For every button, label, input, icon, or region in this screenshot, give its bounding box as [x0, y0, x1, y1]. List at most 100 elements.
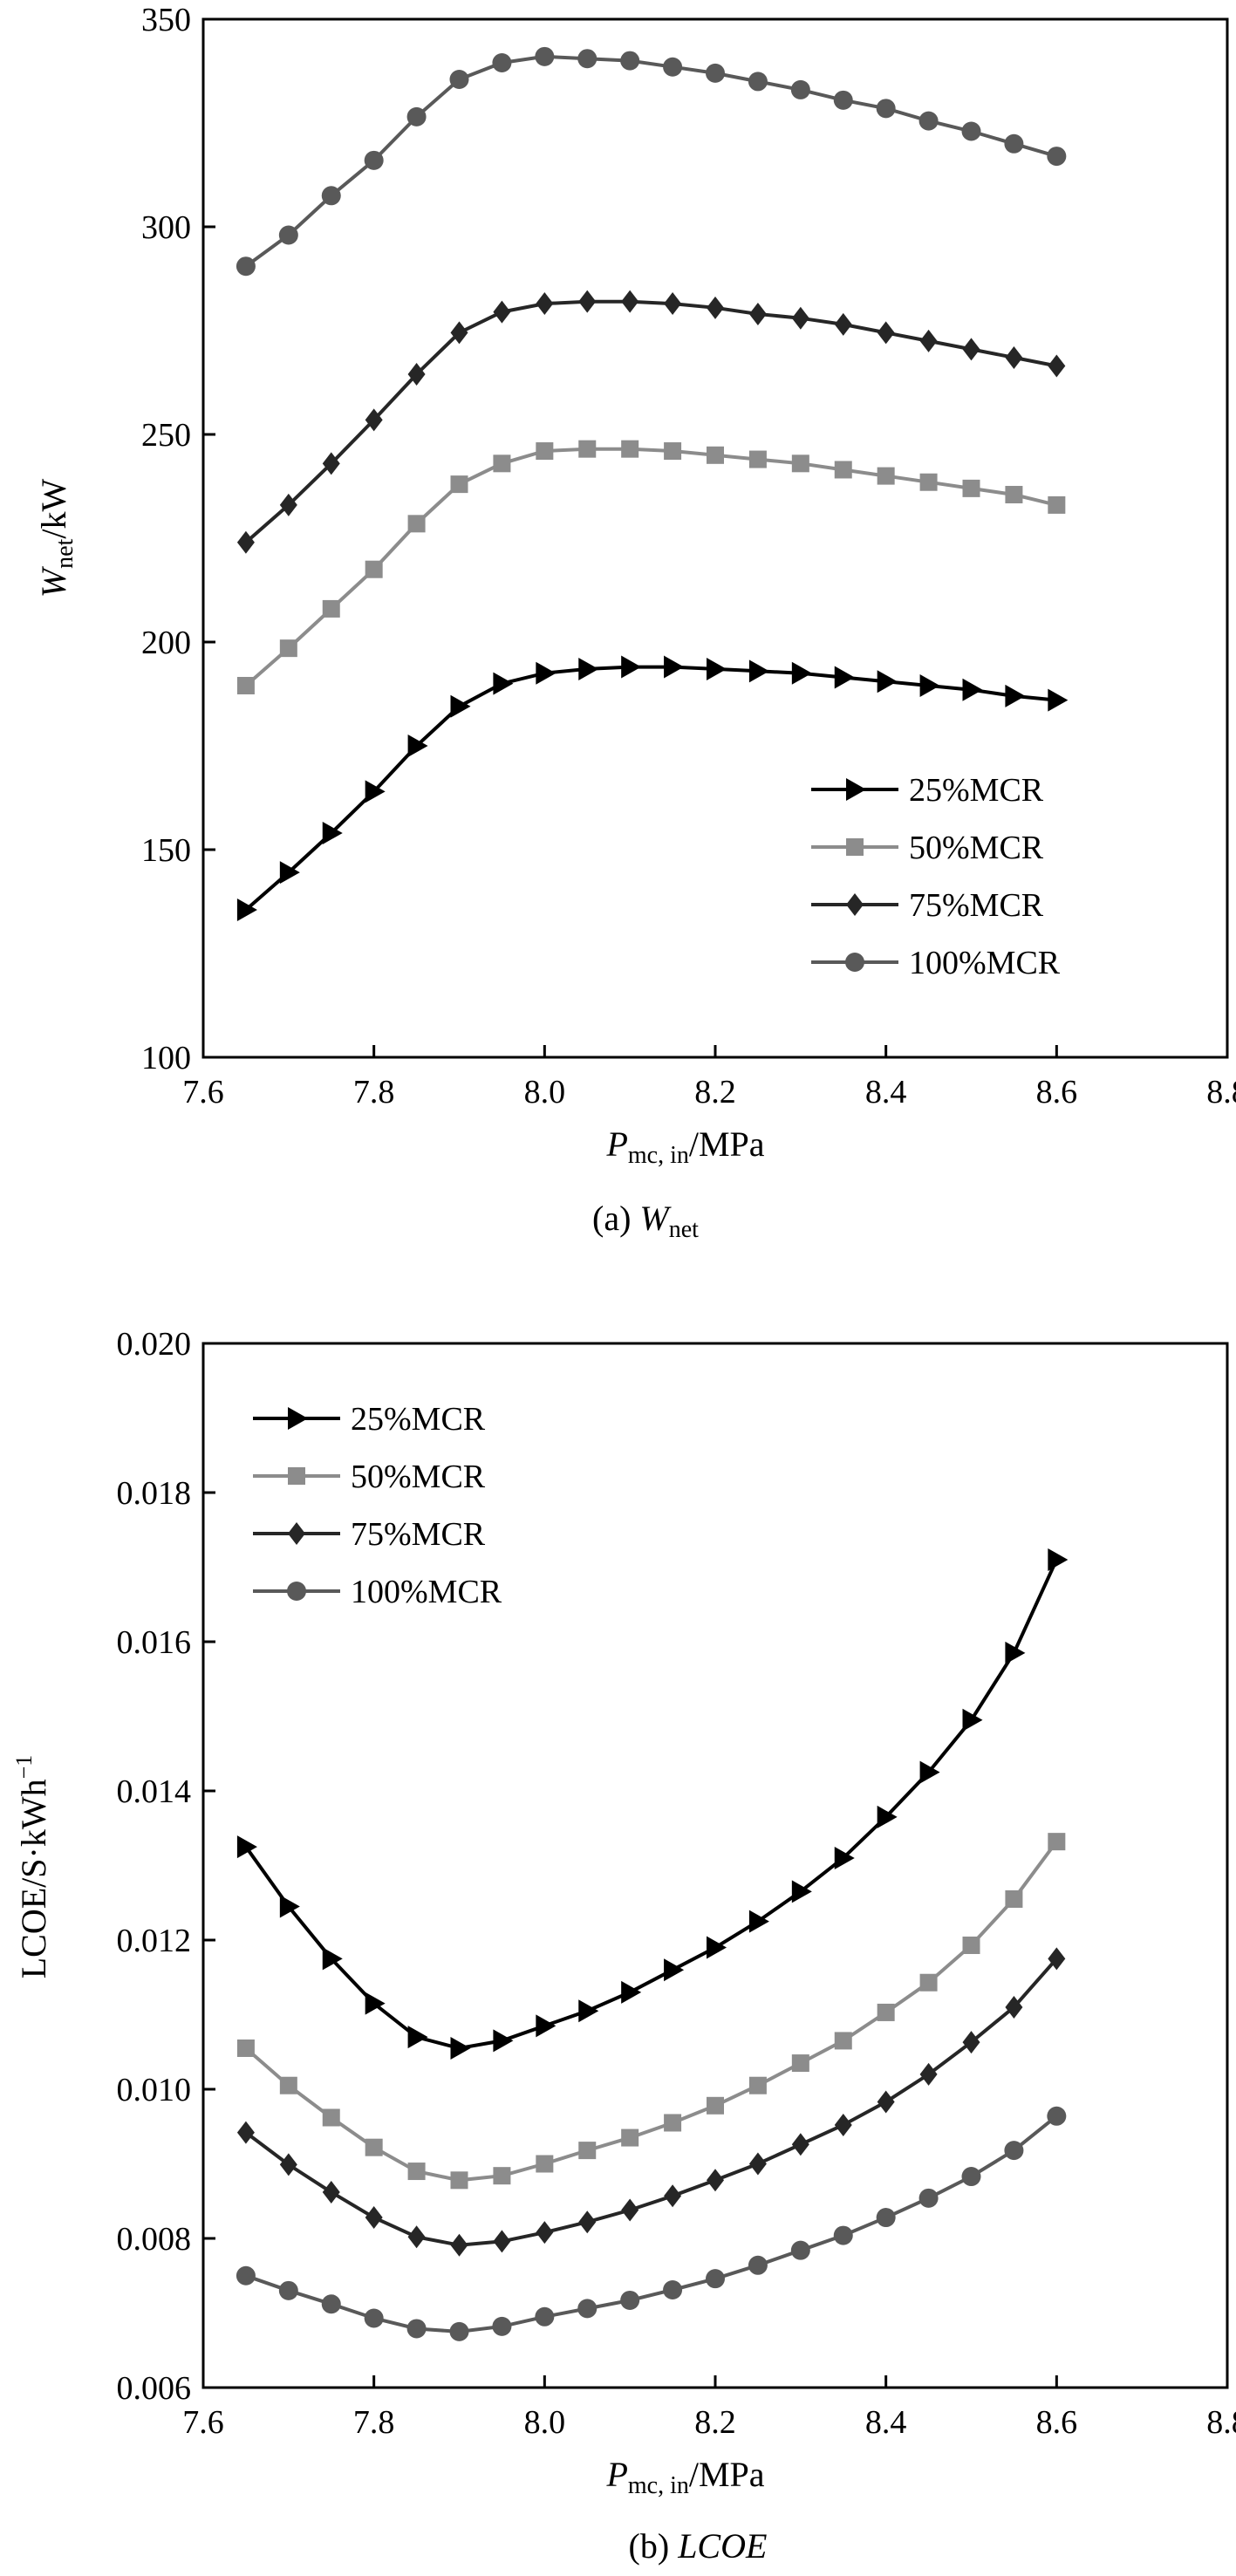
data-point	[664, 292, 682, 316]
series-100%MCR	[236, 2106, 1067, 2341]
data-point	[707, 2096, 724, 2115]
legend-label: 100%MCR	[909, 945, 1061, 981]
data-point	[1005, 1995, 1023, 2019]
series-75%MCR	[236, 1947, 1066, 2257]
data-point	[493, 2230, 511, 2253]
data-point	[1048, 495, 1066, 514]
data-point	[450, 321, 468, 345]
data-point	[536, 661, 557, 685]
data-point	[578, 1999, 599, 2023]
data-point	[919, 1973, 938, 1992]
data-point	[791, 2133, 809, 2156]
data-point	[536, 2155, 554, 2173]
data-point	[407, 515, 426, 533]
data-point	[1048, 1947, 1066, 1971]
data-point	[877, 1805, 898, 1828]
x-tick-label: 8.4	[865, 2404, 907, 2441]
data-point	[664, 2114, 682, 2132]
data-point	[1048, 354, 1066, 378]
data-point	[877, 467, 895, 485]
data-point	[791, 2054, 809, 2073]
data-point	[707, 296, 724, 319]
data-point	[407, 2026, 428, 2049]
data-point	[365, 2206, 383, 2230]
chart-lcoe: 7.6 7.8 8.0 8.2 8.4 8.6 8.8 0.006 0.008 0.010 0.01…	[11, 1326, 1236, 2566]
data-point	[1048, 1548, 1069, 1571]
data-point	[621, 655, 642, 679]
data-point	[322, 1947, 343, 1971]
x-tick-label: 8.6	[1036, 1074, 1078, 1110]
data-point	[407, 2225, 426, 2249]
data-point	[663, 2279, 683, 2299]
data-point	[236, 2039, 255, 2057]
data-point	[748, 72, 768, 92]
data-point	[236, 530, 255, 554]
legend-label: 75%MCR	[909, 887, 1044, 924]
legend-item: 25%MCR	[253, 1401, 486, 1438]
data-point	[791, 1880, 812, 1903]
data-point	[833, 90, 853, 110]
data-point	[962, 479, 980, 497]
series-100%MCR	[236, 46, 1067, 277]
data-point	[664, 442, 682, 461]
data-point	[407, 735, 428, 757]
data-point	[365, 560, 383, 578]
data-point	[279, 639, 297, 658]
data-point	[536, 2221, 554, 2245]
data-point	[748, 2255, 768, 2275]
data-point	[707, 446, 724, 464]
data-point	[962, 678, 983, 701]
axis-ticks: 7.6 7.8 8.0 8.2 8.4 8.6 8.8 0.006 0.008 0.010 0.01…	[117, 1326, 1236, 2441]
data-point	[278, 225, 298, 245]
data-point	[535, 46, 555, 66]
x-tick-label: 7.8	[353, 1074, 395, 1110]
data-point	[407, 2163, 426, 2181]
data-point	[279, 2153, 297, 2176]
data-point	[493, 300, 511, 324]
data-point	[791, 454, 809, 473]
data-point	[663, 57, 683, 77]
data-point	[918, 111, 939, 131]
y-tick-label: 0.016	[117, 1624, 192, 1661]
data-point	[877, 2090, 895, 2114]
data-point	[834, 312, 852, 336]
data-point	[322, 2180, 340, 2204]
data-point	[707, 2169, 724, 2192]
x-tick-label: 8.2	[694, 2404, 736, 2441]
data-point	[834, 1846, 855, 1869]
x-tick-label: 7.8	[353, 2404, 395, 2441]
y-axis-label: LCOE/S·kWh−1	[11, 1755, 53, 1979]
legend-label: 25%MCR	[351, 1401, 486, 1438]
data-point	[407, 362, 426, 386]
data-point	[365, 408, 383, 432]
data-point	[365, 780, 386, 803]
data-point	[279, 2076, 297, 2094]
legend-marker	[845, 953, 864, 972]
data-point	[620, 2290, 640, 2310]
data-point	[919, 1760, 940, 1784]
data-point	[450, 2171, 468, 2190]
data-point	[278, 2280, 298, 2300]
x-tick-label: 8.4	[865, 1074, 907, 1110]
data-point	[706, 63, 725, 83]
data-point	[748, 2076, 767, 2094]
data-point	[707, 1936, 727, 1959]
chart-wnet: 7.67.88.08.28.48.68.8100150200250300350 …	[34, 2, 1236, 1243]
y-tick-label: 200	[141, 625, 191, 661]
data-point	[449, 2321, 469, 2341]
x-tick-label: 8.0	[524, 2404, 566, 2441]
data-point	[1005, 486, 1023, 504]
data-point	[450, 694, 471, 718]
legend-label: 75%MCR	[351, 1516, 486, 1553]
data-point	[1047, 2106, 1067, 2126]
data-point	[536, 292, 554, 316]
data-point	[406, 106, 427, 126]
data-point	[748, 659, 769, 683]
y-tick-label: 0.010	[117, 2072, 192, 2108]
legend-marker	[288, 1522, 305, 1545]
data-point	[748, 2152, 767, 2176]
data-point	[834, 666, 855, 689]
y-tick-label: 250	[141, 417, 191, 454]
data-point	[791, 661, 812, 685]
data-point	[621, 290, 639, 313]
